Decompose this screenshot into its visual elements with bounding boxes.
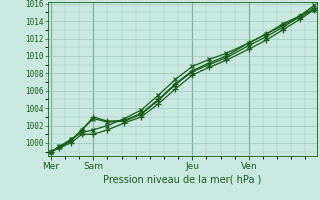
X-axis label: Pression niveau de la mer( hPa ): Pression niveau de la mer( hPa ): [103, 175, 261, 185]
